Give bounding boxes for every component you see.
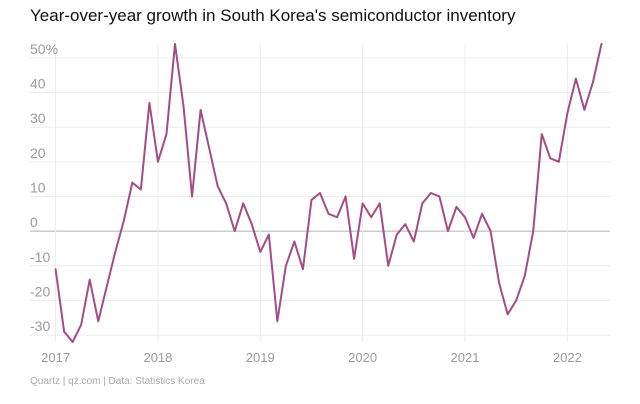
data-point	[336, 216, 338, 218]
data-point	[430, 192, 432, 194]
data-point	[157, 161, 159, 163]
data-point	[353, 258, 355, 260]
y-tick-label: 20	[30, 145, 46, 161]
data-point	[481, 213, 483, 215]
data-point	[370, 216, 372, 218]
x-tick-label: 2018	[143, 350, 172, 365]
grid-lines	[30, 44, 610, 342]
y-tick-label: 50%	[30, 41, 58, 57]
data-point	[541, 133, 543, 135]
series-line	[54, 43, 603, 343]
data-point	[72, 341, 74, 343]
data-point	[225, 202, 227, 204]
x-axis-ticks: 2017 2018 2019 2020 2021 2022	[41, 350, 582, 365]
data-point	[242, 202, 244, 204]
data-point	[114, 251, 116, 253]
y-tick-label: -30	[30, 318, 50, 334]
data-point	[123, 220, 125, 222]
data-point	[200, 109, 202, 111]
data-point	[89, 279, 91, 281]
data-point	[464, 216, 466, 218]
data-point	[600, 43, 602, 45]
data-point	[387, 265, 389, 267]
chart-title: Year-over-year growth in South Korea's s…	[30, 6, 516, 25]
data-point	[55, 268, 57, 270]
y-axis-ticks: 50% 40 30 20 10 0 -10 -20 -30	[30, 41, 58, 334]
data-point	[421, 202, 423, 204]
data-point	[558, 161, 560, 163]
data-point	[285, 265, 287, 267]
data-point	[507, 313, 509, 315]
data-point	[592, 81, 594, 83]
y-tick-label: 0	[30, 214, 38, 230]
data-point	[549, 157, 551, 159]
x-tick-label: 2020	[348, 350, 377, 365]
data-point	[447, 230, 449, 232]
data-point	[379, 202, 381, 204]
data-point	[251, 223, 253, 225]
y-tick-label: 30	[30, 110, 46, 126]
data-point	[498, 282, 500, 284]
data-point	[328, 213, 330, 215]
data-point	[438, 195, 440, 197]
data-point	[319, 192, 321, 194]
data-point	[148, 102, 150, 104]
data-point	[362, 202, 364, 204]
y-tick-label: 40	[30, 76, 46, 92]
y-tick-label: -20	[30, 283, 50, 299]
data-point	[345, 195, 347, 197]
data-point	[473, 237, 475, 239]
data-point	[208, 147, 210, 149]
data-point	[310, 199, 312, 201]
data-point	[217, 185, 219, 187]
data-point	[165, 133, 167, 135]
y-tick-label: -10	[30, 249, 50, 265]
data-point	[583, 109, 585, 111]
data-point	[413, 241, 415, 243]
data-point	[268, 234, 270, 236]
data-point	[131, 182, 133, 184]
data-point	[97, 320, 99, 322]
data-point	[532, 230, 534, 232]
data-point	[106, 286, 108, 288]
data-point	[63, 331, 65, 333]
data-point	[80, 324, 82, 326]
data-point	[140, 189, 142, 191]
data-point	[404, 223, 406, 225]
data-point	[490, 230, 492, 232]
data-point	[191, 195, 193, 197]
data-point	[396, 234, 398, 236]
data-point	[455, 206, 457, 208]
data-point	[515, 299, 517, 301]
x-tick-label: 2017	[41, 350, 70, 365]
series-layer	[54, 43, 603, 343]
data-point	[183, 105, 185, 107]
data-point	[234, 230, 236, 232]
data-point	[302, 268, 304, 270]
y-tick-label: 10	[30, 179, 46, 195]
data-point	[524, 275, 526, 277]
data-point	[174, 43, 176, 45]
data-point	[276, 320, 278, 322]
x-tick-label: 2021	[451, 350, 480, 365]
data-point	[566, 112, 568, 114]
data-point	[293, 241, 295, 243]
source-note: Quartz | qz.com | Data: Statistics Korea	[30, 376, 205, 387]
x-tick-label: 2019	[246, 350, 275, 365]
x-tick-label: 2022	[553, 350, 582, 365]
data-point	[259, 251, 261, 253]
data-point	[575, 78, 577, 80]
